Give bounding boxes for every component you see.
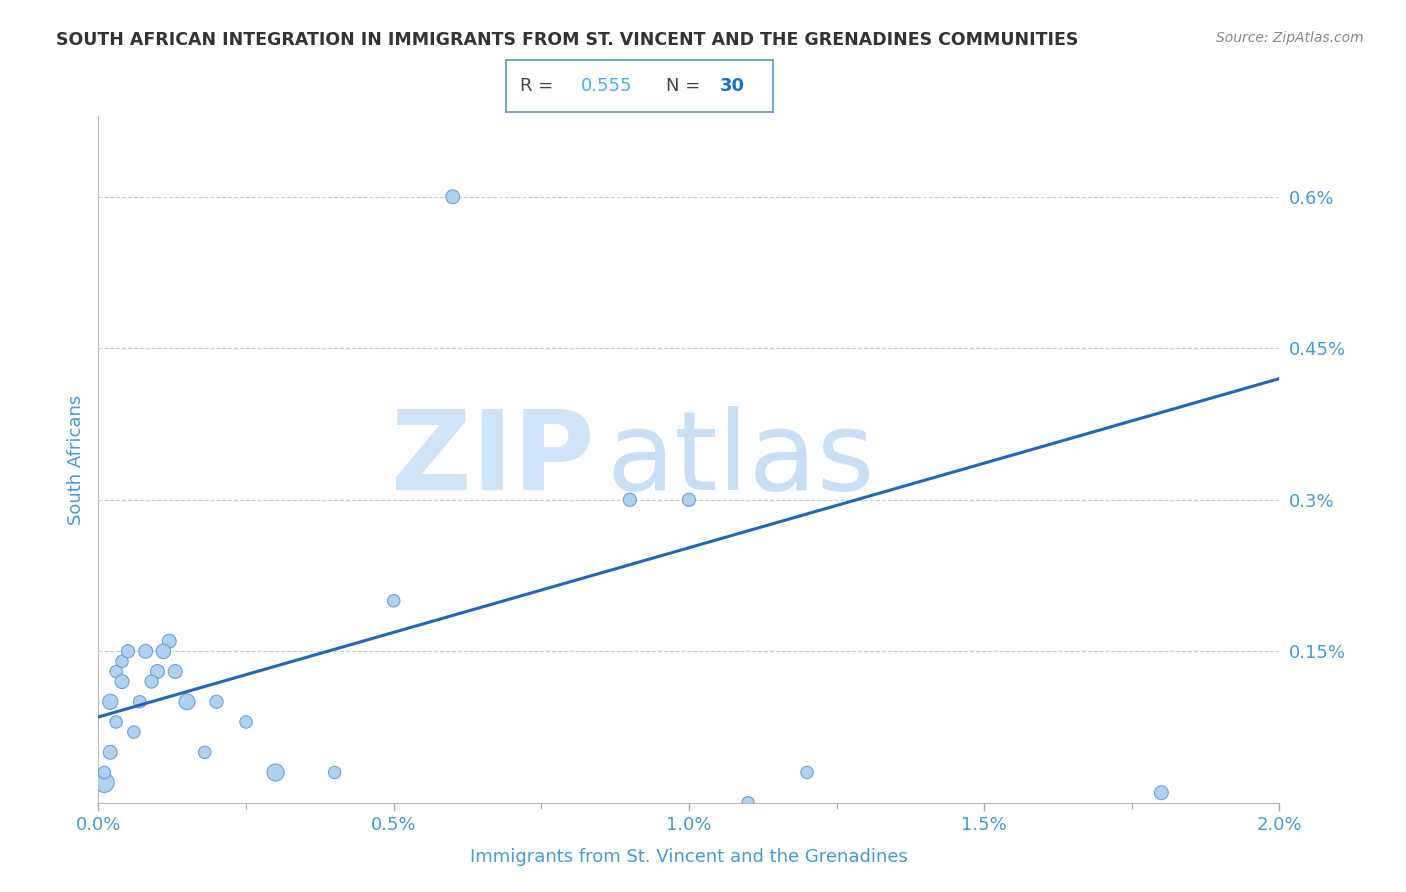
Point — [235, 714, 257, 729]
Point — [98, 745, 121, 759]
Point — [152, 644, 174, 658]
Point — [264, 765, 287, 780]
Point — [678, 492, 700, 507]
Y-axis label: South Africans: South Africans — [66, 394, 84, 524]
Point — [796, 765, 818, 780]
Point — [194, 745, 217, 759]
Point — [141, 674, 163, 689]
Point — [176, 695, 198, 709]
Point — [737, 796, 759, 810]
Point — [93, 765, 115, 780]
Point — [165, 665, 187, 679]
Text: R =: R = — [520, 77, 558, 95]
Text: Source: ZipAtlas.com: Source: ZipAtlas.com — [1216, 31, 1364, 45]
Point — [98, 695, 121, 709]
Text: N =: N = — [666, 77, 706, 95]
Point — [105, 665, 128, 679]
Point — [111, 674, 134, 689]
Point — [93, 775, 115, 789]
Point — [128, 695, 150, 709]
Point — [111, 654, 134, 668]
Point — [205, 695, 228, 709]
Point — [157, 634, 180, 648]
Point — [146, 665, 169, 679]
Point — [117, 644, 139, 658]
Point — [1150, 786, 1173, 800]
Text: SOUTH AFRICAN INTEGRATION IN IMMIGRANTS FROM ST. VINCENT AND THE GRENADINES COMM: SOUTH AFRICAN INTEGRATION IN IMMIGRANTS … — [56, 31, 1078, 49]
Point — [122, 725, 145, 739]
Point — [135, 644, 157, 658]
Point — [323, 765, 346, 780]
Text: ZIP: ZIP — [391, 406, 595, 513]
Point — [382, 594, 405, 608]
Text: atlas: atlas — [606, 406, 875, 513]
Text: 0.555: 0.555 — [581, 77, 633, 95]
Point — [619, 492, 641, 507]
Point — [441, 190, 464, 204]
Point — [105, 714, 128, 729]
X-axis label: Immigrants from St. Vincent and the Grenadines: Immigrants from St. Vincent and the Gren… — [470, 848, 908, 866]
Text: 30: 30 — [720, 77, 745, 95]
